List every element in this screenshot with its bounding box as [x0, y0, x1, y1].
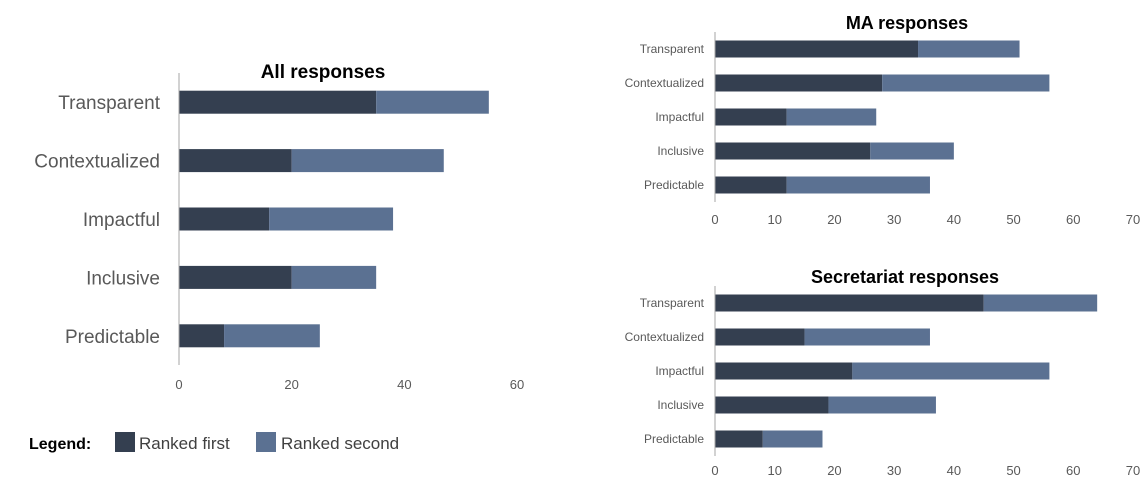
ma-x-tick-label: 30 [887, 212, 901, 227]
secretariat-bar-inclusive-ranked-first [715, 396, 829, 414]
secretariat-bar-contextualized-ranked-second [804, 328, 930, 346]
ma-bar-contextualized-ranked-second [882, 74, 1050, 92]
secretariat-x-tick-label: 10 [767, 463, 781, 478]
all-bar-transparent-ranked-first [179, 90, 377, 114]
all-category-label: Predictable [65, 327, 160, 348]
all-bar-predictable-ranked-first [179, 324, 225, 348]
all-bar-transparent-ranked-second [376, 90, 489, 114]
ma-bar-predictable-ranked-second [786, 176, 930, 194]
ma-chart-title: MA responses [846, 13, 968, 33]
secretariat-bar-predictable-ranked-second [762, 430, 823, 448]
secretariat-responses-chart: Secretariat responses Transparent Contextu… [625, 267, 1141, 478]
ma-bar-contextualized-ranked-first [715, 74, 883, 92]
secretariat-x-tick-label: 0 [711, 463, 718, 478]
ma-category-label: Predictable [644, 178, 704, 192]
ma-bar-transparent-ranked-second [918, 40, 1020, 58]
ma-bar-predictable-ranked-first [715, 176, 787, 194]
all-chart-title: All responses [261, 62, 386, 83]
secretariat-x-tick-label: 30 [887, 463, 901, 478]
all-category-label: Contextualized [34, 152, 160, 173]
all-category-label: Inclusive [86, 268, 160, 289]
ma-bar-impactful-ranked-second [786, 108, 877, 126]
secretariat-category-label: Predictable [644, 432, 704, 446]
all-x-tick-label: 20 [284, 377, 298, 392]
ma-category-label: Inclusive [657, 144, 704, 158]
secretariat-bar-transparent-ranked-first [715, 294, 984, 312]
all-x-tick-label: 40 [397, 377, 411, 392]
legend-entry-ranked-second: Ranked second [281, 434, 399, 453]
legend-label: Legend: [29, 436, 91, 453]
all-bar-contextualized-ranked-second [291, 149, 444, 173]
secretariat-x-tick-label: 20 [827, 463, 841, 478]
secretariat-bar-contextualized-ranked-first [715, 328, 805, 346]
ma-bar-inclusive-ranked-first [715, 142, 871, 160]
secretariat-bar-inclusive-ranked-second [828, 396, 936, 414]
secretariat-chart-title: Secretariat responses [811, 267, 999, 287]
secretariat-category-label: Transparent [640, 296, 705, 310]
ma-responses-chart: MA responses Transparent Contextualized Imp… [625, 13, 1141, 227]
ma-x-tick-label: 70 [1126, 212, 1140, 227]
legend: Legend: Ranked first Ranked second [29, 432, 399, 453]
secretariat-x-tick-label: 50 [1006, 463, 1020, 478]
secretariat-bar-predictable-ranked-first [715, 430, 763, 448]
ma-bar-inclusive-ranked-second [870, 142, 954, 160]
secretariat-category-label: Impactful [655, 364, 704, 378]
ma-x-tick-label: 10 [767, 212, 781, 227]
legend-swatch-ranked-first [115, 432, 135, 452]
all-bar-inclusive-ranked-first [179, 265, 292, 289]
all-bar-inclusive-ranked-second [291, 265, 377, 289]
ma-x-tick-label: 0 [711, 212, 718, 227]
all-bar-impactful-ranked-first [179, 207, 270, 231]
secretariat-bar-impactful-ranked-first [715, 362, 853, 380]
all-x-tick-label: 60 [510, 377, 524, 392]
secretariat-x-tick-label: 40 [947, 463, 961, 478]
ma-x-tick-label: 60 [1066, 212, 1080, 227]
ma-bar-transparent-ranked-first [715, 40, 919, 58]
legend-swatch-ranked-second [256, 432, 276, 452]
all-responses-chart: All responses Transparent Contextualized Im… [34, 62, 524, 392]
all-bar-contextualized-ranked-first [179, 149, 292, 173]
ma-x-tick-label: 40 [947, 212, 961, 227]
ma-category-label: Contextualized [625, 76, 704, 90]
secretariat-bar-transparent-ranked-second [983, 294, 1098, 312]
secretariat-bar-impactful-ranked-second [852, 362, 1050, 380]
all-x-tick-label: 0 [175, 377, 182, 392]
ma-bar-impactful-ranked-first [715, 108, 787, 126]
secretariat-x-tick-label: 60 [1066, 463, 1080, 478]
ma-category-label: Transparent [640, 42, 705, 56]
all-category-label: Impactful [83, 210, 160, 231]
ma-category-label: Impactful [655, 110, 704, 124]
all-category-label: Transparent [58, 93, 160, 114]
legend-entry-ranked-first: Ranked first [139, 434, 230, 453]
all-bar-predictable-ranked-second [224, 324, 320, 348]
secretariat-category-label: Inclusive [657, 398, 704, 412]
ma-x-tick-label: 50 [1006, 212, 1020, 227]
all-bar-impactful-ranked-second [269, 207, 394, 231]
ma-x-tick-label: 20 [827, 212, 841, 227]
secretariat-x-tick-label: 70 [1126, 463, 1140, 478]
secretariat-category-label: Contextualized [625, 330, 704, 344]
